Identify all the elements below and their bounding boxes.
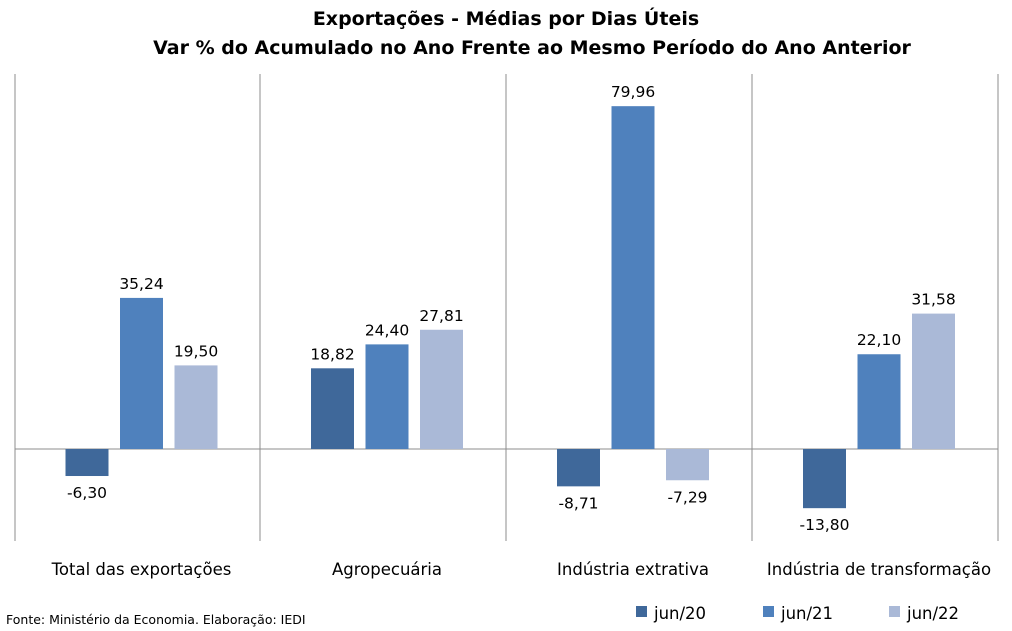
bar-jun-20-0 xyxy=(65,449,109,477)
bar-jun-21-0 xyxy=(120,297,163,449)
source-note: Fonte: Ministério da Economia. Elaboraçã… xyxy=(6,612,306,627)
category-label: Agropecuária xyxy=(332,560,442,579)
category-label: Indústria de transformação xyxy=(767,560,991,579)
bar-jun-20-2 xyxy=(557,449,600,487)
bar-jun-20-3 xyxy=(803,449,846,509)
bar-jun-22-3 xyxy=(912,313,955,449)
bar-jun-22-2 xyxy=(666,449,709,481)
bar-jun-21-1 xyxy=(365,344,409,449)
data-label: -8,71 xyxy=(558,494,598,512)
legend: jun/20 jun/21 jun/22 xyxy=(636,604,959,623)
legend-swatch-jun-22 xyxy=(889,606,900,617)
data-label: 18,82 xyxy=(310,345,354,363)
legend-label: jun/20 xyxy=(653,604,706,623)
legend-label: jun/21 xyxy=(780,604,833,623)
data-label: -13,80 xyxy=(800,516,850,534)
category-label: Total das exportações xyxy=(51,560,232,579)
legend-swatch-jun-20 xyxy=(636,606,647,617)
data-label: 22,10 xyxy=(857,331,901,349)
bar-jun-21-3 xyxy=(857,354,901,449)
chart-title: Exportações - Médias por Dias Úteis xyxy=(313,6,699,30)
data-label: 24,40 xyxy=(365,321,409,339)
data-label: -7,29 xyxy=(667,488,707,506)
bar-jun-22-1 xyxy=(420,329,463,449)
plot-area: -6,30 35,24 19,50 Total das exportações 18,8… xyxy=(14,74,999,579)
bar-jun-20-1 xyxy=(311,368,354,449)
data-label: 31,58 xyxy=(911,291,955,309)
data-label: 27,81 xyxy=(419,307,463,325)
data-label: -6,30 xyxy=(67,484,107,502)
legend-label: jun/22 xyxy=(906,604,959,623)
bar-jun-21-2 xyxy=(611,106,655,449)
data-label: 79,96 xyxy=(611,83,655,101)
chart-subtitle: Var % do Acumulado no Ano Frente ao Mesm… xyxy=(153,37,911,59)
category-label: Indústria extrativa xyxy=(557,560,709,579)
data-label: 19,50 xyxy=(174,342,218,360)
legend-swatch-jun-21 xyxy=(763,606,774,617)
data-label: 35,24 xyxy=(119,275,163,293)
bar-jun-22-0 xyxy=(174,365,218,449)
